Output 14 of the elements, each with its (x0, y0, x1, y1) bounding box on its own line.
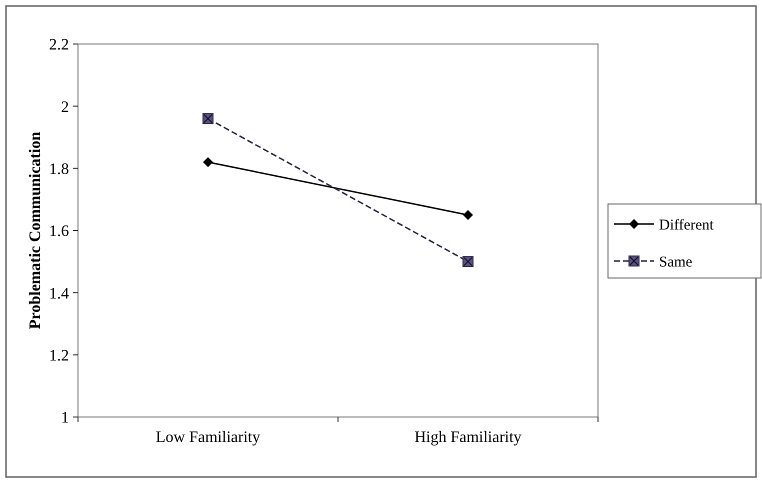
y-tick-label: 2.2 (49, 36, 69, 54)
legend-label: Different (659, 217, 715, 234)
point (203, 157, 213, 168)
y-tick-label: 2 (61, 98, 69, 116)
legend-label: Same (659, 254, 693, 270)
y-tick-label: 1.6 (49, 223, 69, 240)
point (463, 210, 473, 220)
y-axis-title: Problematic Communication (27, 132, 44, 330)
y-tick-label: 1.8 (49, 160, 69, 178)
y-tick-label: 1 (61, 410, 69, 427)
y-tick-label: 1.4 (49, 285, 69, 302)
x-tick-label: High Familiarity (414, 429, 522, 446)
x-tick-label: Low Familiarity (156, 429, 260, 446)
y-tick-label: 1.2 (49, 347, 69, 364)
